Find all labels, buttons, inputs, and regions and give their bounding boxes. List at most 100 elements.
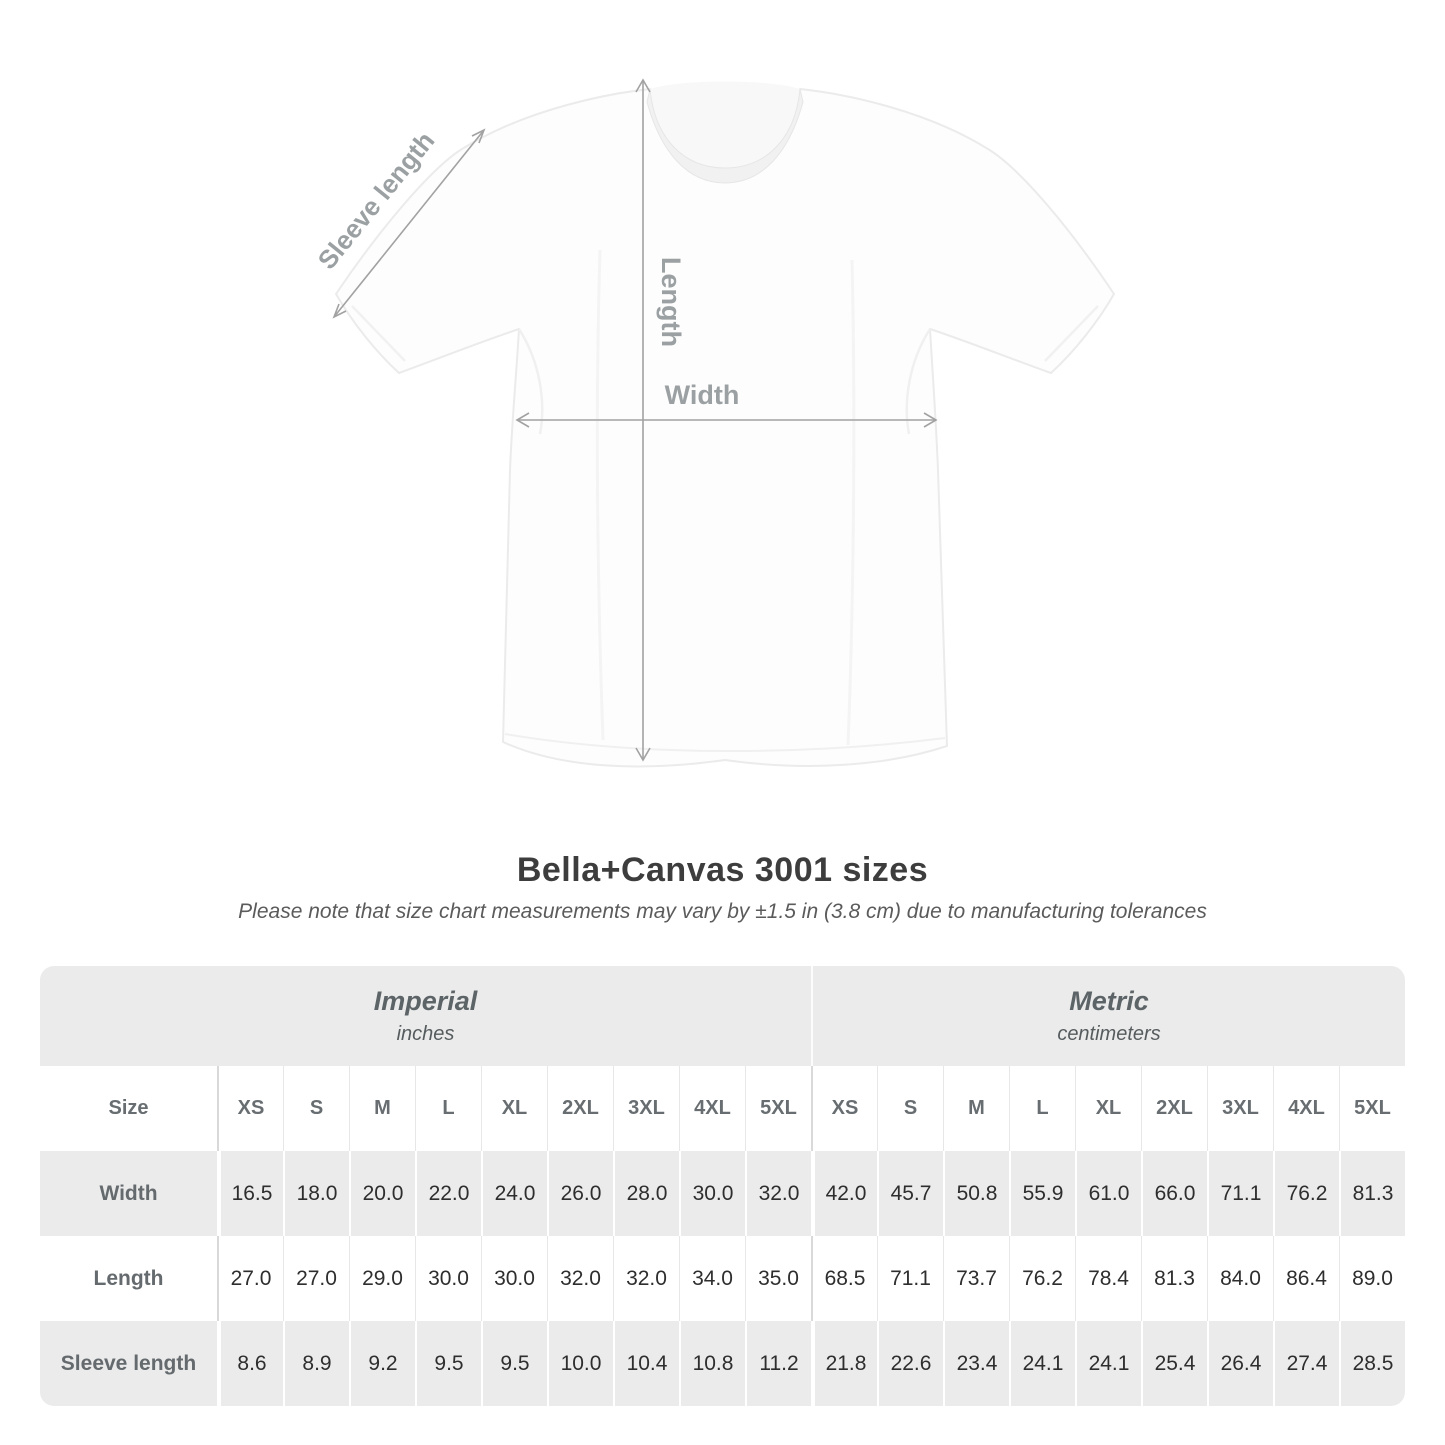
cell-value: 28.5 bbox=[1339, 1321, 1405, 1406]
cell-value: 29.0 bbox=[349, 1236, 415, 1321]
size-header-5xl: 5XL bbox=[1339, 1066, 1405, 1151]
imperial-unit: inches bbox=[396, 1023, 455, 1045]
size-header-row: Size XS S M L XL 2XL 3XL 4XL 5XL XS S M … bbox=[40, 1066, 1405, 1151]
crease-line bbox=[846, 259, 856, 746]
size-header-s: S bbox=[877, 1066, 943, 1151]
row-label: Width bbox=[40, 1151, 217, 1236]
cell-value: 55.9 bbox=[1009, 1151, 1075, 1236]
unit-group-row: Imperial inches Metric centimeters bbox=[40, 966, 1405, 1066]
collar-inner bbox=[650, 81, 800, 168]
size-header-3xl: 3XL bbox=[613, 1066, 679, 1151]
cell-value: 21.8 bbox=[811, 1321, 877, 1406]
cell-value: 16.5 bbox=[217, 1151, 283, 1236]
cell-value: 68.5 bbox=[811, 1236, 877, 1321]
size-header-m: M bbox=[349, 1066, 415, 1151]
size-header-5xl: 5XL bbox=[745, 1066, 811, 1151]
cell-value: 24.0 bbox=[481, 1151, 547, 1236]
cell-value: 25.4 bbox=[1141, 1321, 1207, 1406]
cell-value: 11.2 bbox=[745, 1321, 811, 1406]
size-header-4xl: 4XL bbox=[1273, 1066, 1339, 1151]
cell-value: 71.1 bbox=[877, 1236, 943, 1321]
cell-value: 27.0 bbox=[217, 1236, 283, 1321]
table-row-width: Width 16.5 18.0 20.0 22.0 24.0 26.0 28.0… bbox=[40, 1151, 1405, 1236]
cell-value: 32.0 bbox=[745, 1151, 811, 1236]
cell-value: 9.5 bbox=[481, 1321, 547, 1406]
size-header-xl: XL bbox=[1075, 1066, 1141, 1151]
size-chart-table: Imperial inches Metric centimeters Size … bbox=[40, 966, 1405, 1406]
size-header-2xl: 2XL bbox=[1141, 1066, 1207, 1151]
cell-value: 66.0 bbox=[1141, 1151, 1207, 1236]
cell-value: 71.1 bbox=[1207, 1151, 1273, 1236]
armpit-shadow bbox=[905, 328, 932, 435]
size-header-l: L bbox=[1009, 1066, 1075, 1151]
size-header-s: S bbox=[283, 1066, 349, 1151]
cell-value: 24.1 bbox=[1009, 1321, 1075, 1406]
cell-value: 27.4 bbox=[1273, 1321, 1339, 1406]
cell-value: 84.0 bbox=[1207, 1236, 1273, 1321]
armpit-shadow bbox=[517, 328, 544, 435]
size-header-xs: XS bbox=[811, 1066, 877, 1151]
cell-value: 10.8 bbox=[679, 1321, 745, 1406]
cell-value: 26.0 bbox=[547, 1151, 613, 1236]
cell-value: 73.7 bbox=[943, 1236, 1009, 1321]
size-header-xs: XS bbox=[217, 1066, 283, 1151]
cell-value: 30.0 bbox=[415, 1236, 481, 1321]
cuff-fold-right bbox=[1044, 305, 1099, 362]
cell-value: 76.2 bbox=[1273, 1151, 1339, 1236]
size-header-3xl: 3XL bbox=[1207, 1066, 1273, 1151]
sleeve-arrow bbox=[332, 128, 486, 319]
cuff-fold-left bbox=[351, 305, 406, 362]
tshirt-image: Sleeve length Length Width bbox=[312, 78, 1115, 768]
metric-label: Metric bbox=[1069, 986, 1149, 1016]
cell-value: 32.0 bbox=[547, 1236, 613, 1321]
cell-value: 81.3 bbox=[1339, 1151, 1405, 1236]
size-header-m: M bbox=[943, 1066, 1009, 1151]
tshirt-silhouette bbox=[335, 88, 1115, 768]
cell-value: 89.0 bbox=[1339, 1236, 1405, 1321]
size-header-l: L bbox=[415, 1066, 481, 1151]
table-row-sleeve-length: Sleeve length 8.6 8.9 9.2 9.5 9.5 10.0 1… bbox=[40, 1321, 1405, 1406]
imperial-label: Imperial bbox=[373, 986, 478, 1016]
cell-value: 23.4 bbox=[943, 1321, 1009, 1406]
imperial-group-header: Imperial inches bbox=[40, 966, 811, 1066]
width-arrow bbox=[515, 412, 938, 428]
size-header-4xl: 4XL bbox=[679, 1066, 745, 1151]
metric-group-header: Metric centimeters bbox=[811, 966, 1405, 1066]
cell-value: 8.6 bbox=[217, 1321, 283, 1406]
crease-line bbox=[595, 249, 605, 741]
cell-value: 30.0 bbox=[679, 1151, 745, 1236]
length-label: Length bbox=[656, 257, 686, 347]
cell-value: 86.4 bbox=[1273, 1236, 1339, 1321]
cell-value: 34.0 bbox=[679, 1236, 745, 1321]
table-row-length: Length 27.0 27.0 29.0 30.0 30.0 32.0 32.… bbox=[40, 1236, 1405, 1321]
size-column-header: Size bbox=[108, 1097, 149, 1119]
cell-value: 45.7 bbox=[877, 1151, 943, 1236]
cell-value: 9.2 bbox=[349, 1321, 415, 1406]
cell-value: 30.0 bbox=[481, 1236, 547, 1321]
cell-value: 27.0 bbox=[283, 1236, 349, 1321]
row-label: Sleeve length bbox=[40, 1321, 217, 1406]
cell-value: 18.0 bbox=[283, 1151, 349, 1236]
cell-value: 24.1 bbox=[1075, 1321, 1141, 1406]
cell-value: 42.0 bbox=[811, 1151, 877, 1236]
cell-value: 10.0 bbox=[547, 1321, 613, 1406]
tolerance-note: Please note that size chart measurements… bbox=[238, 900, 1207, 923]
cell-value: 10.4 bbox=[613, 1321, 679, 1406]
cell-value: 22.0 bbox=[415, 1151, 481, 1236]
cell-value: 20.0 bbox=[349, 1151, 415, 1236]
cell-value: 61.0 bbox=[1075, 1151, 1141, 1236]
size-header-xl: XL bbox=[481, 1066, 547, 1151]
cell-value: 28.0 bbox=[613, 1151, 679, 1236]
cell-value: 32.0 bbox=[613, 1236, 679, 1321]
cell-value: 26.4 bbox=[1207, 1321, 1273, 1406]
cell-value: 78.4 bbox=[1075, 1236, 1141, 1321]
cell-value: 35.0 bbox=[745, 1236, 811, 1321]
row-label: Length bbox=[40, 1236, 217, 1321]
cell-value: 8.9 bbox=[283, 1321, 349, 1406]
size-header-2xl: 2XL bbox=[547, 1066, 613, 1151]
cell-value: 76.2 bbox=[1009, 1236, 1075, 1321]
metric-unit: centimeters bbox=[1057, 1023, 1161, 1045]
page-title: Bella+Canvas 3001 sizes bbox=[516, 851, 929, 889]
hem-stitch bbox=[504, 733, 946, 752]
cell-value: 81.3 bbox=[1141, 1236, 1207, 1321]
